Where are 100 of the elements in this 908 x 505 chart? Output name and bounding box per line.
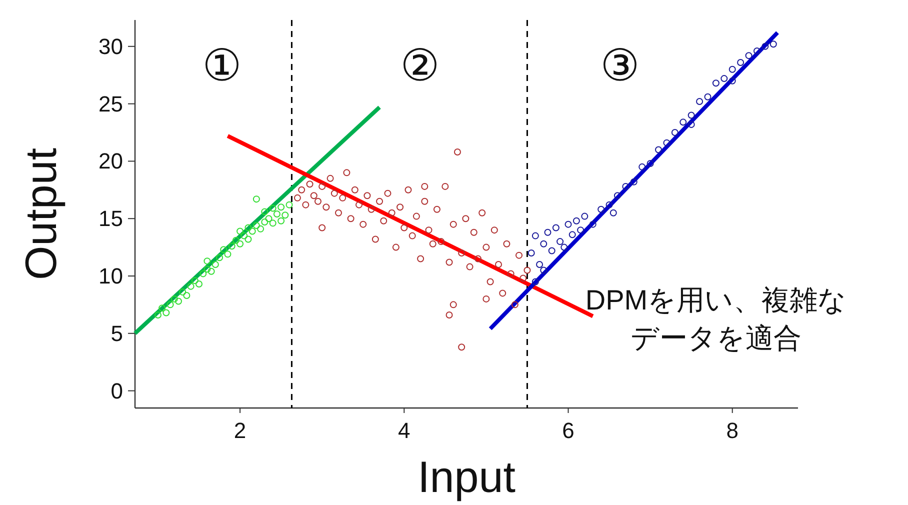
annotation: DPMを用い、複雑な xyxy=(585,284,847,316)
point xyxy=(216,254,224,262)
point xyxy=(556,238,564,246)
point xyxy=(589,220,596,228)
point xyxy=(544,228,552,236)
point xyxy=(630,178,638,186)
point xyxy=(286,201,293,208)
point xyxy=(196,280,202,288)
point xyxy=(688,120,695,128)
point xyxy=(273,210,280,218)
point xyxy=(232,236,240,244)
point xyxy=(162,309,170,316)
point xyxy=(248,228,256,235)
point xyxy=(606,201,613,208)
annotation: ① xyxy=(202,42,242,90)
point xyxy=(204,266,211,273)
point xyxy=(638,163,646,170)
point xyxy=(191,277,198,284)
point xyxy=(278,217,285,224)
x-tick-label: 4 xyxy=(398,418,410,443)
point xyxy=(696,98,704,106)
x-tick-label: 6 xyxy=(562,418,574,443)
point xyxy=(187,282,194,290)
point xyxy=(540,266,548,274)
point xyxy=(154,312,162,319)
point xyxy=(240,232,248,240)
point xyxy=(577,226,584,234)
point xyxy=(540,240,548,248)
point xyxy=(737,58,744,66)
annotation: ③ xyxy=(600,42,640,90)
point xyxy=(208,268,215,275)
point xyxy=(720,75,728,82)
point xyxy=(753,47,760,54)
point xyxy=(282,212,289,219)
point xyxy=(671,128,678,136)
point xyxy=(179,288,186,296)
y-tick-label: 30 xyxy=(98,34,123,59)
point xyxy=(236,228,244,235)
point xyxy=(278,204,285,211)
point xyxy=(598,206,605,213)
point xyxy=(261,208,268,216)
point xyxy=(257,225,264,232)
x-axis-title: Input xyxy=(418,453,516,502)
point xyxy=(528,250,535,257)
point xyxy=(663,139,670,146)
point xyxy=(655,146,662,154)
point xyxy=(745,52,752,60)
point xyxy=(688,112,695,119)
point xyxy=(680,118,687,126)
point xyxy=(610,209,617,216)
point xyxy=(252,196,260,203)
x-tick-label: 8 xyxy=(726,418,738,443)
point xyxy=(532,232,539,240)
point xyxy=(560,244,568,251)
y-axis-title: Output xyxy=(17,148,66,280)
annotation: ② xyxy=(400,42,440,90)
point xyxy=(548,247,556,254)
point xyxy=(572,217,580,224)
point xyxy=(212,261,219,268)
point xyxy=(762,42,769,50)
point xyxy=(174,298,182,305)
point xyxy=(646,160,654,167)
point xyxy=(170,295,178,302)
point xyxy=(228,242,236,250)
point xyxy=(622,182,630,190)
point xyxy=(581,212,588,220)
point xyxy=(244,224,252,232)
point xyxy=(244,236,252,243)
point xyxy=(252,222,260,229)
y-tick-label: 10 xyxy=(98,263,123,288)
point xyxy=(269,204,276,212)
x-tick-label: 2 xyxy=(234,418,246,443)
point xyxy=(261,218,268,226)
point xyxy=(770,40,777,48)
y-tick-label: 15 xyxy=(98,206,123,232)
annotation: データを適合 xyxy=(630,322,802,354)
point xyxy=(265,215,272,222)
point xyxy=(532,278,539,286)
point xyxy=(166,301,174,308)
point xyxy=(728,77,736,84)
point xyxy=(183,292,190,300)
point xyxy=(728,66,736,73)
y-tick-label: 20 xyxy=(98,148,123,174)
point xyxy=(269,220,276,227)
point xyxy=(200,270,207,278)
y-tick-label: 0 xyxy=(110,378,123,404)
point xyxy=(536,261,544,268)
point xyxy=(224,250,232,258)
point xyxy=(614,192,621,200)
point xyxy=(712,80,720,87)
point xyxy=(568,231,576,238)
point xyxy=(204,258,211,265)
y-tick-label: 25 xyxy=(98,91,123,116)
point xyxy=(704,93,712,100)
point xyxy=(552,224,560,232)
point xyxy=(564,220,572,228)
point xyxy=(236,240,244,248)
y-tick-label: 5 xyxy=(110,320,123,346)
point xyxy=(158,304,166,312)
point xyxy=(220,246,228,254)
